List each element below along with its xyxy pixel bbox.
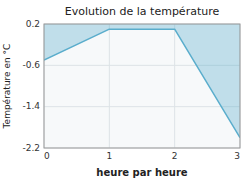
plot-area — [44, 24, 240, 138]
area-fill — [44, 24, 240, 138]
y-tick-label: -2.2 — [22, 143, 40, 153]
plot-background — [44, 24, 240, 148]
x-tick-label: 2 — [172, 151, 178, 161]
ticks: 0.2 -0.6 -1.4 -2.2 0 1 2 3 — [22, 19, 240, 162]
grid-line-x — [109, 24, 110, 148]
y-tick-label: 0.2 — [26, 19, 40, 29]
plot-frame — [44, 24, 240, 148]
x-axis-label: heure par heure — [96, 167, 187, 178]
x-tick-label: 1 — [106, 151, 112, 161]
grid-line-y — [44, 106, 240, 107]
x-tick-label: 3 — [234, 151, 240, 161]
grid — [44, 24, 240, 148]
chart: 0.2 -0.6 -1.4 -2.2 0 1 2 3 Evolution de la tempé… — [0, 0, 250, 188]
y-tick-label: -1.4 — [22, 101, 40, 111]
y-tick-label: -0.6 — [22, 60, 40, 70]
y-axis-label: Température en °C — [2, 44, 12, 130]
line — [44, 29, 240, 138]
chart-container: 0.2 -0.6 -1.4 -2.2 0 1 2 3 Evolution de la tempé… — [0, 0, 250, 188]
x-tick-label: 0 — [44, 151, 50, 161]
title: Evolution de la température — [65, 5, 220, 18]
grid-line-x — [174, 24, 175, 148]
